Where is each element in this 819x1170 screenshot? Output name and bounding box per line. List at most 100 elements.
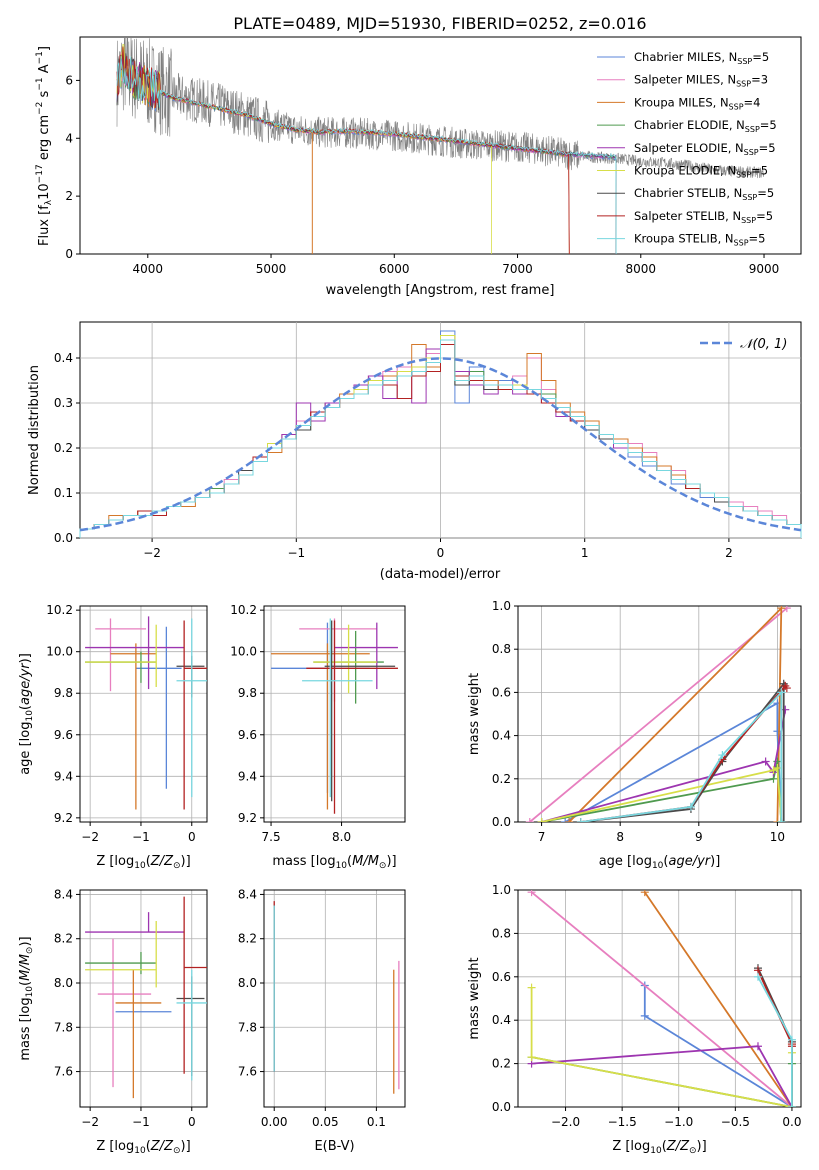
- panel-plot-area: [527, 890, 796, 1107]
- panel-plot-area: [525, 606, 791, 822]
- x-tick-label: 0.0: [782, 1115, 801, 1129]
- plus-marker: [777, 818, 786, 822]
- y-tick-label: 0.2: [54, 441, 73, 455]
- panel-frame: [263, 889, 406, 1108]
- x-tick-label: −2: [143, 546, 161, 560]
- legend-label: Chabrier MILES, NSSP=5: [634, 50, 769, 66]
- panel-frame: [79, 605, 208, 823]
- plus-marker: [640, 1011, 649, 1020]
- x-tick-label: 8.0: [332, 830, 351, 844]
- mass-weight-line: [757, 976, 793, 1107]
- x-tick-label: 0.1: [367, 1115, 386, 1129]
- plus-marker: [781, 705, 790, 714]
- mass-weight-line: [529, 607, 788, 822]
- parameter-panels: −2 −1 0 9.2 9.4 9.6 9.8 10.0 10.2 Z [log10(Z/Z⊙)]…: [18, 599, 802, 1156]
- y-tick-label: 0.6: [492, 970, 511, 984]
- panel-frame: [517, 889, 802, 1108]
- x-tick-label: 7000: [502, 262, 533, 276]
- x-axis-label: Z [log10(Z/Z⊙)]: [96, 1139, 190, 1156]
- y-tick-label: 2: [65, 189, 73, 203]
- spectrum-xlabel: wavelength [Angstrom, rest frame]: [326, 283, 555, 298]
- panel-plot-area: [273, 901, 400, 1094]
- spectrum-legend: Chabrier MILES, NSSP=5 Salpeter MILES, NS…: [597, 50, 777, 248]
- spectrum-title: PLATE=0489, MJD=51930, FIBERID=0252, z=0…: [233, 14, 646, 33]
- x-tick-label: 0.00: [261, 1115, 288, 1129]
- panel-plot-area: [271, 618, 398, 814]
- panel-mass-vs-Z: −2 −1 0 7.6 7.8 8.0 8.2 8.4 Z [log10(Z/Z⊙)] mass …: [18, 887, 208, 1156]
- y-tick-label: 0.4: [492, 1013, 511, 1027]
- y-axis-label: age [log10(age/yr)]: [18, 653, 35, 775]
- legend-label: Salpeter STELIB, NSSP=5: [634, 209, 773, 225]
- y-tick-label: 0.8: [492, 926, 511, 940]
- y-tick-label: 0.0: [492, 815, 511, 829]
- spectrum-panel: PLATE=0489, MJD=51930, FIBERID=0252, z=0…: [35, 14, 802, 298]
- spectrum-axes-frame: [79, 36, 802, 255]
- y-tick-label: 10.0: [46, 645, 73, 659]
- plus-marker: [753, 1042, 762, 1051]
- x-tick-label: 0: [188, 830, 196, 844]
- x-tick-label: 0: [437, 546, 445, 560]
- y-tick-label: 4: [65, 131, 73, 145]
- legend-label: Kroupa STELIB, NSSP=5: [634, 232, 765, 248]
- y-tick-label: 8.0: [238, 976, 257, 990]
- spectrum-ticks: 4000 5000 6000 7000 8000 9000 0 2 4 6: [65, 73, 779, 276]
- plus-marker: [773, 818, 782, 822]
- y-axis-label: mass weight: [467, 673, 482, 755]
- y-tick-label: 7.6: [238, 1065, 257, 1079]
- plus-marker: [787, 1103, 796, 1107]
- legend-label: Kroupa ELODIE, NSSP=5: [634, 164, 768, 180]
- y-tick-label: 10.2: [230, 603, 257, 617]
- y-axis-label: mass weight: [467, 957, 482, 1039]
- y-tick-label: 1.0: [492, 883, 511, 897]
- y-tick-label: 0.1: [54, 486, 73, 500]
- panel-mass-weight-vs-Z: −2.0 −1.5 −1.0 −0.5 0.0 0.0 0.2 0.4 0.6 0.8 1.0 Z […: [467, 883, 802, 1156]
- model-fit-line: [116, 56, 617, 254]
- legend-label: Chabrier STELIB, NSSP=5: [634, 186, 774, 202]
- x-tick-label: 0.05: [312, 1115, 339, 1129]
- x-tick-label: −1.5: [608, 1115, 637, 1129]
- x-tick-label: 1: [581, 546, 589, 560]
- x-axis-label: E(B-V): [314, 1139, 354, 1154]
- x-tick-label: 5000: [256, 262, 287, 276]
- plus-marker: [761, 757, 770, 766]
- gaussian-curve: [79, 357, 802, 532]
- plus-marker: [640, 890, 649, 897]
- x-tick-label: 8000: [626, 262, 657, 276]
- plus-marker: [773, 727, 782, 736]
- y-tick-label: 0.4: [492, 729, 511, 743]
- plus-marker: [782, 684, 791, 693]
- y-tick-label: 0.4: [54, 351, 73, 365]
- legend-label: Chabrier ELODIE, NSSP=5: [634, 118, 777, 134]
- y-tick-label: 9.6: [238, 728, 257, 742]
- legend-label: Salpeter ELODIE, NSSP=5: [634, 141, 776, 157]
- y-tick-label: 9.8: [238, 686, 257, 700]
- plus-marker: [718, 751, 727, 760]
- x-tick-label: −2.0: [551, 1115, 580, 1129]
- legend-label: Kroupa MILES, NSSP=4: [634, 95, 760, 111]
- residual-histograms: [79, 330, 802, 538]
- x-tick-label: −1: [132, 830, 150, 844]
- x-tick-label: 10: [770, 830, 785, 844]
- y-tick-label: 0.8: [492, 642, 511, 656]
- x-tick-label: 7.5: [262, 830, 281, 844]
- mass-weight-line: [568, 606, 783, 822]
- y-tick-label: 9.4: [54, 769, 73, 783]
- plus-marker: [527, 1053, 536, 1062]
- mass-weight-line: [541, 766, 783, 822]
- y-tick-label: 8.4: [54, 887, 73, 901]
- x-axis-label: Z [log10(Z/Z⊙)]: [96, 854, 190, 871]
- y-axis-label: mass [log10(M/M⊙)]: [18, 936, 35, 1060]
- x-tick-label: −1: [287, 546, 305, 560]
- y-tick-label: 9.8: [54, 686, 73, 700]
- x-tick-label: 4000: [133, 262, 164, 276]
- panel-mass-weight-vs-age: 7 8 9 10 0.0 0.2 0.4 0.6 0.8 1.0 age [log10(age/yr…: [467, 599, 802, 871]
- x-axis-label: mass [log10(M/M⊙)]: [272, 854, 396, 871]
- y-tick-label: 9.4: [238, 769, 257, 783]
- panel-frame: [79, 889, 208, 1108]
- y-tick-label: 8.4: [238, 887, 257, 901]
- residual-histogram: [79, 339, 802, 538]
- residual-legend: 𝒩(0, 1): [700, 337, 787, 352]
- x-tick-label: −0.5: [721, 1115, 750, 1129]
- mass-weight-line: [531, 1045, 793, 1107]
